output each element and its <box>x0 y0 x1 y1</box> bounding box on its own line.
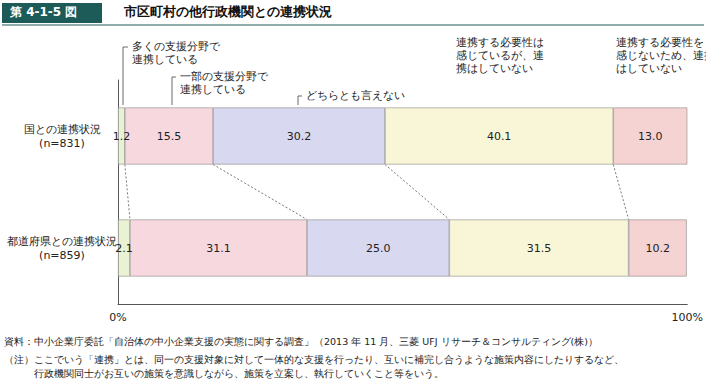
svg-text:31.1: 31.1 <box>206 242 231 255</box>
svg-text:都道府県との連携状況: 都道府県との連携状況 <box>7 235 117 248</box>
svg-text:13.0: 13.0 <box>638 130 663 143</box>
svg-text:0%: 0% <box>109 311 126 324</box>
svg-text:40.1: 40.1 <box>487 130 512 143</box>
svg-text:（注）ここでいう「連携」とは、同一の支援対象に対して一体的な: （注）ここでいう「連携」とは、同一の支援対象に対して一体的な支援を行ったり、互い… <box>4 354 624 365</box>
svg-text:1.2: 1.2 <box>113 130 131 143</box>
svg-text:第 4-1-5 図: 第 4-1-5 図 <box>9 5 77 19</box>
svg-text:国との連携状況: 国との連携状況 <box>24 123 101 136</box>
svg-text:資料：中小企業庁委託「自治体の中小企業支援の実態に関する調査: 資料：中小企業庁委託「自治体の中小企業支援の実態に関する調査」（2013 年 1… <box>4 336 598 347</box>
svg-text:感じているが、連: 感じているが、連 <box>456 49 544 62</box>
svg-text:連携する必要性を: 連携する必要性を <box>616 36 704 49</box>
svg-text:2.1: 2.1 <box>115 242 133 255</box>
svg-text:感じないため、連携: 感じないため、連携 <box>616 49 706 62</box>
svg-text:31.5: 31.5 <box>527 242 552 255</box>
svg-text:100%: 100% <box>672 311 703 324</box>
svg-text:25.0: 25.0 <box>366 242 391 255</box>
svg-text:30.2: 30.2 <box>287 130 312 143</box>
svg-text:連携している: 連携している <box>180 83 246 96</box>
svg-text:行政機関同士がお互いの施策を意識しながら、施策を立案し、執行: 行政機関同士がお互いの施策を意識しながら、施策を立案し、執行していくこと等をいう… <box>4 368 444 379</box>
svg-text:市区町村の他行政機関との連携状況: 市区町村の他行政機関との連携状況 <box>123 4 332 19</box>
svg-text:15.5: 15.5 <box>157 130 182 143</box>
svg-text:連携している: 連携している <box>132 53 198 66</box>
svg-text:10.2: 10.2 <box>645 242 670 255</box>
svg-text:(n=859): (n=859) <box>39 249 85 262</box>
svg-text:多くの支援分野で: 多くの支援分野で <box>132 40 221 53</box>
svg-text:携はしていない: 携はしていない <box>456 62 533 75</box>
svg-text:一部の支援分野で: 一部の支援分野で <box>180 70 269 83</box>
svg-text:(n=831): (n=831) <box>39 137 85 150</box>
svg-text:どちらとも言えない: どちらとも言えない <box>306 89 405 102</box>
svg-text:連携する必要性は: 連携する必要性は <box>456 36 544 49</box>
svg-text:はしていない: はしていない <box>616 62 682 75</box>
